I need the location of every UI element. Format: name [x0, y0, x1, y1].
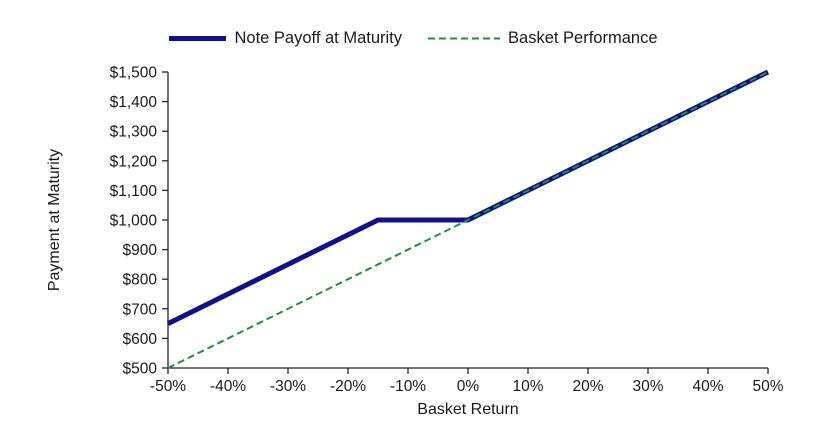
- x-tick-label: -50%: [150, 378, 186, 395]
- y-tick-label: $700: [123, 301, 158, 318]
- y-tick-label: $1,200: [110, 153, 158, 170]
- y-tick-label: $1,500: [110, 65, 158, 82]
- legend-item-note-payoff: Note Payoff at Maturity: [169, 29, 402, 48]
- legend-item-basket-performance: Basket Performance: [428, 29, 658, 48]
- series-line-1: [167, 71, 769, 369]
- y-tick-label: $600: [123, 331, 158, 348]
- legend-label-basket-performance: Basket Performance: [508, 29, 658, 47]
- x-tick-label: 0%: [457, 378, 480, 395]
- y-tick-label: $500: [123, 361, 158, 378]
- x-tick-label: -30%: [270, 378, 306, 395]
- x-tick-label: 20%: [572, 378, 603, 395]
- chart-legend: Note Payoff at Maturity Basket Performan…: [0, 29, 827, 48]
- x-tick-label: 10%: [512, 378, 543, 395]
- x-tick-label: -40%: [210, 378, 246, 395]
- y-tick-label: $1,300: [110, 124, 158, 141]
- x-tick-label: 30%: [632, 378, 663, 395]
- series-line-0: [166, 69, 770, 326]
- legend-label-note-payoff: Note Payoff at Maturity: [234, 29, 403, 47]
- x-tick-label: -20%: [330, 378, 366, 395]
- x-axis-title: Basket Return: [417, 401, 519, 418]
- y-tick-label: $900: [123, 242, 158, 259]
- basket-performance-line-swatch: [428, 37, 501, 40]
- y-tick-label: $1,100: [110, 183, 158, 200]
- x-tick-label: 50%: [752, 378, 783, 395]
- note-payoff-line-swatch: [169, 36, 227, 41]
- y-tick-label: $1,400: [110, 94, 158, 111]
- x-tick-label: -10%: [390, 378, 426, 395]
- y-tick-label: $800: [123, 272, 158, 289]
- x-tick-label: 40%: [692, 378, 723, 395]
- y-tick-label: $1,000: [110, 213, 158, 230]
